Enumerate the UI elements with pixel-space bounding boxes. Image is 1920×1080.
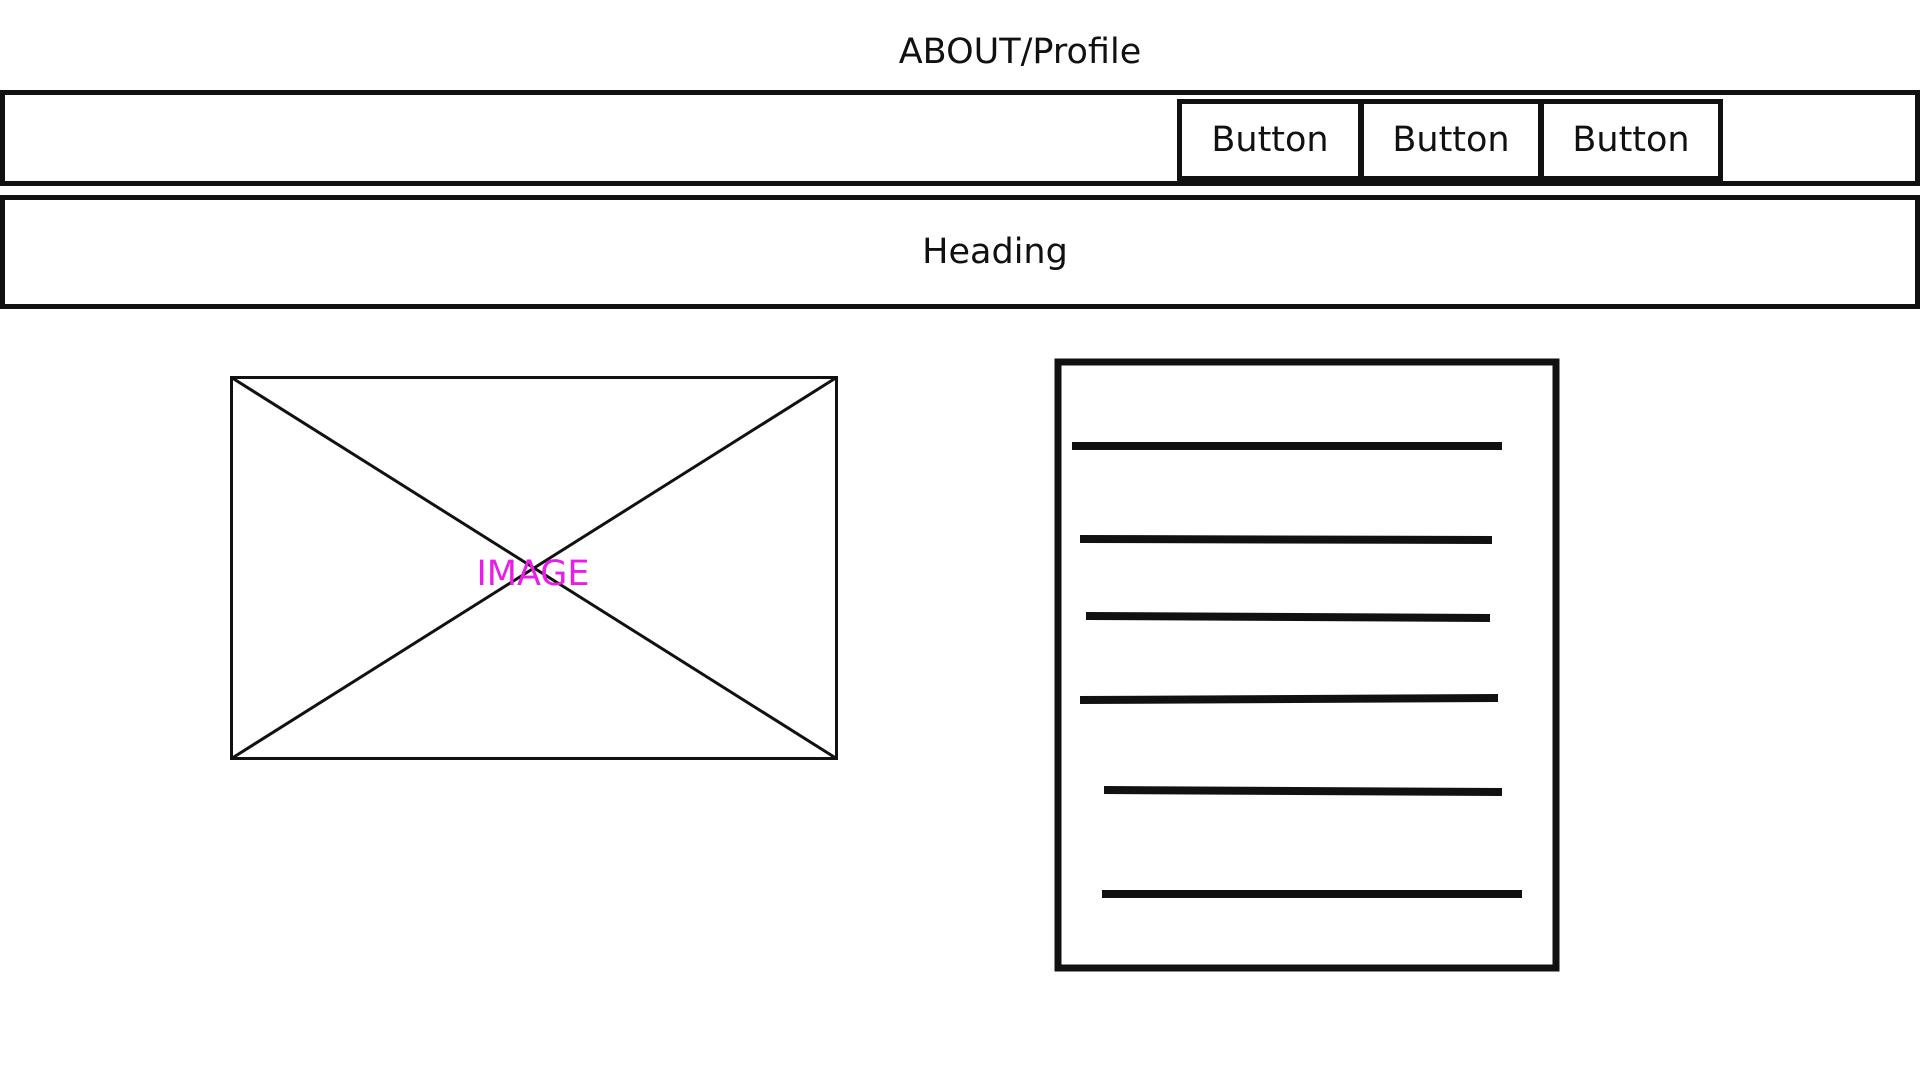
text-line-5 <box>1103 786 1503 796</box>
image-placeholder-frame <box>230 376 838 760</box>
text-line-4 <box>1079 694 1499 704</box>
text-block-placeholder <box>1054 358 1560 972</box>
title-area: ABOUT/Profile <box>0 30 1920 74</box>
text-line-3 <box>1085 612 1491 622</box>
image-placeholder: IMAGE <box>230 376 838 760</box>
nav-button-3[interactable]: Button <box>1539 99 1723 181</box>
nav-button-2[interactable]: Button <box>1359 99 1543 181</box>
text-block-border <box>1054 358 1560 972</box>
text-line-2 <box>1079 535 1493 544</box>
image-label: IMAGE <box>476 554 590 594</box>
heading-text: Heading <box>922 232 1068 272</box>
page-title: ABOUT/Profile <box>898 32 1142 72</box>
image-cross-line-2 <box>230 376 838 760</box>
text-block-frame <box>1054 358 1560 972</box>
navigation-bar: Button Button Button <box>0 90 1920 186</box>
nav-button-1[interactable]: Button <box>1177 99 1363 181</box>
heading-bar: Heading <box>0 195 1920 309</box>
